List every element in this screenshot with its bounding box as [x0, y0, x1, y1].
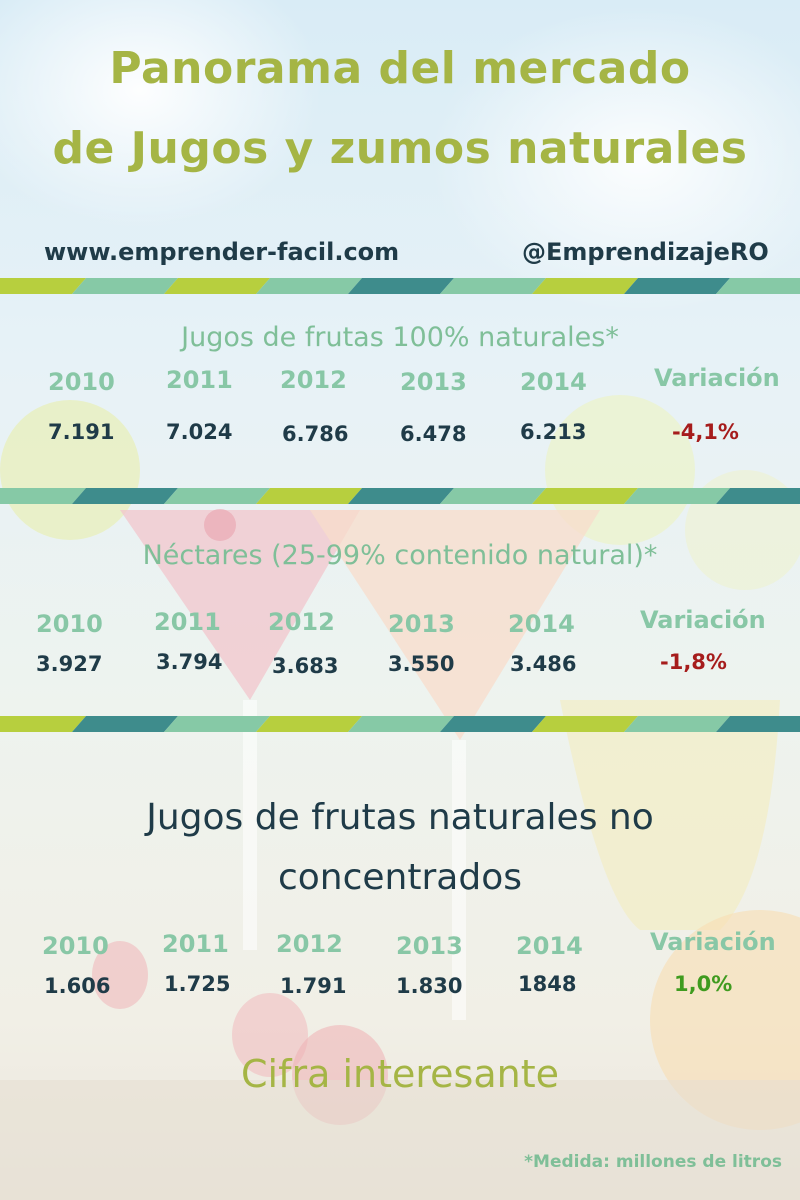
section-title-no-concentrados-line-2: concentrados — [277, 857, 522, 898]
value-cell: 3.486 — [510, 652, 577, 676]
year-label: 2011 — [154, 608, 221, 636]
year-label: 2014 — [520, 368, 587, 396]
value-cell: 1.791 — [280, 974, 347, 998]
twitter-handle[interactable]: @EmprendizajeRO — [522, 238, 769, 266]
stripe-segment — [440, 278, 546, 294]
stripe-segment — [624, 278, 730, 294]
divider-stripe — [0, 716, 800, 732]
stripe-segment — [440, 716, 546, 732]
stripe-segment — [348, 278, 454, 294]
stripe-segment — [164, 488, 270, 504]
value-cell: 1.830 — [396, 974, 463, 998]
stripe-segment — [256, 278, 362, 294]
stripe-segment — [0, 278, 86, 294]
value-cell: 1848 — [518, 972, 577, 996]
year-label: 2013 — [388, 610, 455, 638]
stripe-segment — [532, 278, 638, 294]
value-cell: 3.550 — [388, 652, 455, 676]
stripe-segment — [256, 716, 362, 732]
value-cell: 7.191 — [48, 420, 115, 444]
variation-label: Variación — [650, 928, 776, 956]
year-label: 2010 — [42, 932, 109, 960]
year-label: 2012 — [276, 930, 343, 958]
divider-stripe — [0, 278, 800, 294]
year-label: 2014 — [508, 610, 575, 638]
stripe-segment — [72, 278, 178, 294]
divider-stripe — [0, 488, 800, 504]
value-cell: 3.683 — [272, 654, 339, 678]
year-label: 2010 — [48, 368, 115, 396]
variation-value: -1,8% — [660, 650, 727, 674]
stripe-segment — [440, 488, 546, 504]
value-cell: 1.725 — [164, 972, 231, 996]
year-label: 2014 — [516, 932, 583, 960]
variation-value: 1,0% — [674, 972, 733, 996]
main-title-line-1: Panorama del mercado — [109, 43, 691, 94]
measurement-note: *Medida: millones de litros — [524, 1152, 782, 1172]
stripe-segment — [164, 716, 270, 732]
year-label: 2010 — [36, 610, 103, 638]
section-title-no-concentrados-line-1: Jugos de frutas naturales no — [146, 797, 654, 838]
stripe-segment — [532, 716, 638, 732]
year-label: 2013 — [400, 368, 467, 396]
year-label: 2011 — [162, 930, 229, 958]
variation-label: Variación — [654, 364, 780, 392]
section-title-jugos-100: Jugos de frutas 100% naturales* — [181, 322, 619, 353]
main-title-line-2: de Jugos y zumos naturales — [52, 123, 748, 174]
value-cell: 6.786 — [282, 422, 349, 446]
stripe-segment — [256, 488, 362, 504]
stripe-segment — [72, 716, 178, 732]
value-cell: 6.478 — [400, 422, 467, 446]
variation-value: -4,1% — [672, 420, 739, 444]
year-label: 2012 — [268, 608, 335, 636]
year-label: 2013 — [396, 932, 463, 960]
stripe-segment — [348, 488, 454, 504]
year-label: 2012 — [280, 366, 347, 394]
year-label: 2011 — [166, 366, 233, 394]
stripe-segment — [0, 716, 86, 732]
value-cell: 3.794 — [156, 650, 223, 674]
section-title-nectares: Néctares (25-99% contenido natural)* — [142, 540, 658, 571]
stripe-segment — [348, 716, 454, 732]
value-cell: 1.606 — [44, 974, 111, 998]
value-cell: 7.024 — [166, 420, 233, 444]
stripe-segment — [72, 488, 178, 504]
website-link[interactable]: www.emprender-facil.com — [44, 238, 400, 266]
variation-label: Variación — [640, 606, 766, 634]
stripe-segment — [0, 488, 86, 504]
stripe-segment — [164, 278, 270, 294]
stripe-segment — [624, 716, 730, 732]
value-cell: 3.927 — [36, 652, 103, 676]
stripe-segment — [716, 278, 800, 294]
footer-title: Cifra interesante — [241, 1052, 559, 1096]
stripe-segment — [624, 488, 730, 504]
stripe-segment — [532, 488, 638, 504]
stripe-segment — [716, 488, 800, 504]
stripe-segment — [716, 716, 800, 732]
value-cell: 6.213 — [520, 420, 587, 444]
